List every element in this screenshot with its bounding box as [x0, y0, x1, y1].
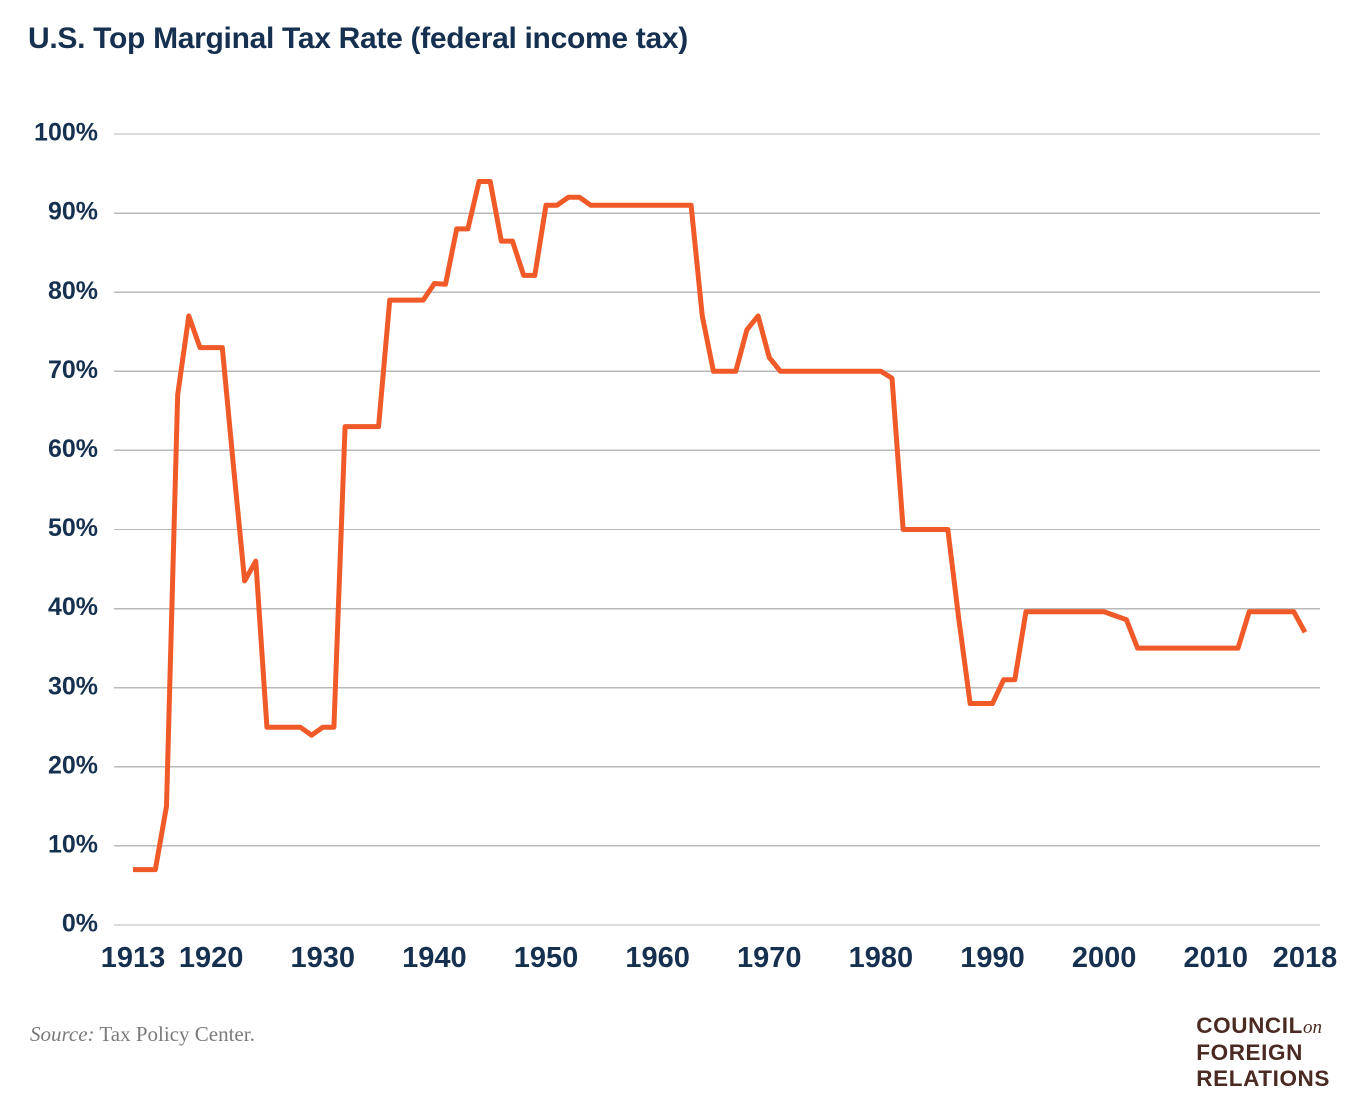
x-axis-tick-label: 2018 [1273, 942, 1338, 974]
logo-line-2: FOREIGN [1196, 1039, 1303, 1065]
y-axis-tick-label: 0% [62, 910, 98, 938]
y-axis-tick-label: 50% [48, 514, 98, 542]
x-axis-tick-label: 1913 [101, 942, 166, 974]
x-axis-tick-label: 1950 [514, 942, 579, 974]
y-axis-tick-label: 90% [48, 198, 98, 226]
source-note: Source: Tax Policy Center. [30, 1022, 255, 1047]
page-title: U.S. Top Marginal Tax Rate (federal inco… [28, 22, 688, 55]
x-axis-tick-label: 1940 [402, 942, 467, 974]
logo-line-3: RELATIONS [1196, 1066, 1330, 1092]
y-axis-tick-label: 40% [48, 593, 98, 621]
x-axis-tick-label: 1980 [849, 942, 914, 974]
y-axis-tick-label: 10% [48, 831, 98, 859]
y-axis-tick-label: 100% [34, 119, 98, 147]
x-axis-tick-label: 1970 [737, 942, 802, 974]
line-chart: 0%10%20%30%40%50%60%70%80%90%100% 1913 19… [34, 119, 1338, 974]
data-series-group [133, 178, 1308, 873]
data-series-line [133, 178, 1308, 873]
x-axis-tick-label: 1930 [290, 942, 355, 974]
x-axis-tick-label: 1920 [179, 942, 244, 974]
x-axis-tick-label: 2000 [1072, 942, 1137, 974]
x-axis-tick-label: 2010 [1183, 942, 1248, 974]
x-axis-tick-label: 1990 [960, 942, 1025, 974]
chart-plot-area: 0% 10% 20% 30% 40% 50% 60% 70% 80% 90% 100% 1913 19… [34, 119, 1338, 974]
y-axis-tick-label: 60% [48, 435, 98, 463]
x-axis-tick-labels: 1913 1920 1930 1940 1950 1960 1970 1980 1990 2000… [101, 942, 1338, 974]
y-axis-tick-label: 20% [48, 751, 98, 779]
y-axis-tick-label: 30% [48, 672, 98, 700]
cfr-logo: COUNCILon FOREIGN RELATIONS [1196, 1013, 1330, 1093]
x-axis-tick-label: 1960 [625, 942, 690, 974]
logo-council: COUNCIL [1196, 1013, 1303, 1038]
source-label: Source: [30, 1022, 95, 1046]
gridlines [114, 133, 1320, 926]
source-text: Tax Policy Center. [99, 1022, 255, 1046]
y-axis-tick-label: 70% [48, 356, 98, 384]
logo-line-1: COUNCILon [1196, 1013, 1330, 1040]
logo-on: on [1302, 1017, 1322, 1038]
y-axis-tick-labels: 0% 10% 20% 30% 40% 50% 60% 70% 80% 90% 100% [34, 119, 98, 938]
y-axis-tick-label: 80% [48, 277, 98, 305]
